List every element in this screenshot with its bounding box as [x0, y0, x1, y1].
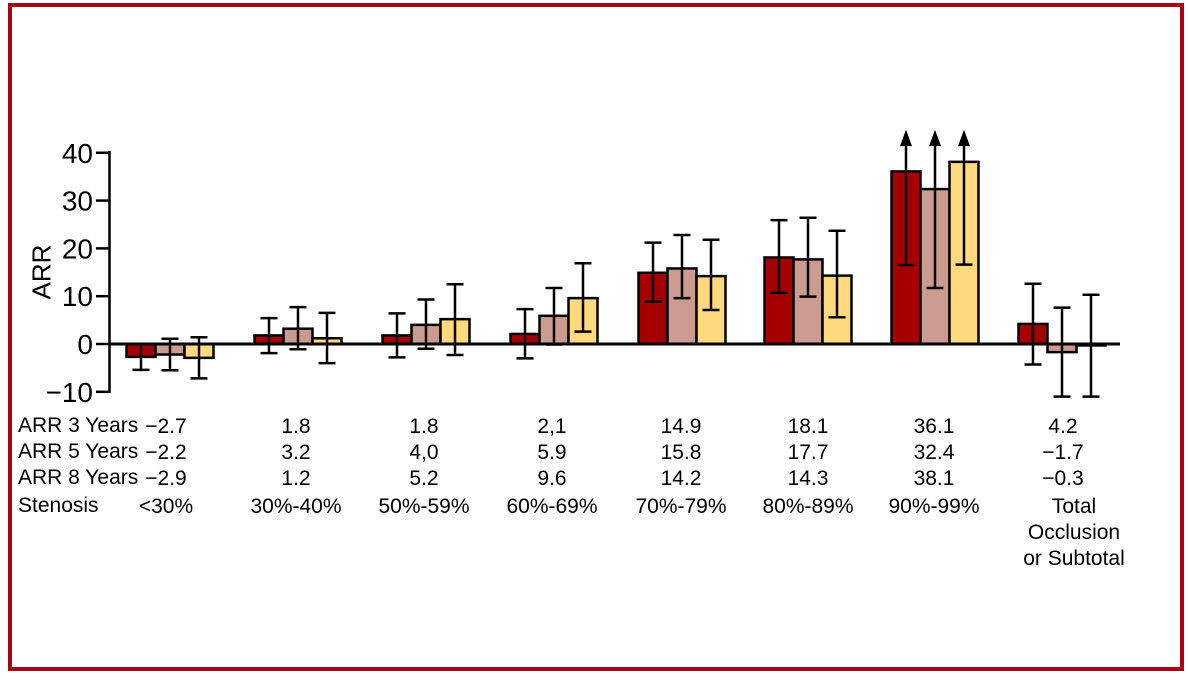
table-cell: −0.3: [1042, 467, 1084, 490]
table-cell: 2,1: [537, 415, 567, 438]
table-cell: 14.2: [660, 467, 702, 490]
y-axis-tick-label: −10: [46, 377, 94, 408]
table-cell: −2.9: [145, 467, 187, 490]
table-cell: <30%: [138, 495, 194, 518]
table-cell: 14.3: [787, 467, 829, 490]
table-cell: 5.9: [537, 441, 567, 464]
table-cell: 17.7: [787, 441, 829, 464]
table-cell: 32.4: [913, 441, 955, 464]
table-cell: 18.1: [787, 415, 829, 438]
table-row-label: ARR 3 Years: [18, 414, 139, 437]
table-cell: 60%-69%: [506, 495, 598, 518]
table-cell: 36.1: [913, 415, 955, 438]
table-cell: 1.8: [409, 415, 439, 438]
overflow-arrow-icon: [958, 129, 970, 147]
table-cell: 50%-59%: [378, 495, 470, 518]
table-cell: −2.7: [145, 415, 187, 438]
table-row-arr-3-years: ARR 3 Years −2.7 1.8 1.8 2,1 14.9 18.1 36.1 4.2: [0, 414, 1188, 440]
table-cell: 1.8: [281, 415, 311, 438]
table-cell: Total Occlusion or Subtotal: [1023, 495, 1125, 570]
y-axis-tick-label: 0: [77, 329, 93, 360]
table-cell: 9.6: [537, 467, 567, 490]
table-cell: 15.8: [660, 441, 702, 464]
table-cell: 38.1: [913, 467, 955, 490]
table-row-arr-8-years: ARR 8 Years −2.9 1.2 5.2 9.6 14.2 14.3 38.1 −0.3: [0, 466, 1188, 492]
table-row-stenosis: Stenosis <30% 30%-40% 50%-59% 60%-69% 70%-79%…: [0, 494, 1188, 570]
overflow-arrow-icon: [900, 129, 912, 147]
table-cell: −2.2: [145, 441, 187, 464]
y-axis-tick-label: 10: [62, 281, 93, 312]
table-cell: 4,0: [409, 441, 439, 464]
table-cell: 5.2: [409, 467, 439, 490]
table-cell: 70%-79%: [635, 495, 727, 518]
table-cell: 90%-99%: [888, 495, 980, 518]
table-cell: 30%-40%: [250, 495, 342, 518]
table-cell: 80%-89%: [762, 495, 854, 518]
table-cell: 3.2: [281, 441, 311, 464]
table-row-label: ARR 8 Years: [18, 466, 139, 489]
table-cell: 14.9: [660, 415, 702, 438]
y-axis-tick-label: 40: [62, 138, 93, 169]
y-axis-tick-label: 30: [62, 186, 93, 217]
table-row-arr-5-years: ARR 5 Years −2.2 3.2 4,0 5.9 15.8 17.7 32.4 −1.7: [0, 440, 1188, 466]
table-cell: −1.7: [1042, 441, 1084, 464]
overflow-arrow-icon: [929, 129, 941, 147]
table-cell: 4.2: [1048, 415, 1078, 438]
table-row-label: ARR 5 Years: [18, 440, 139, 463]
table-cell: 1.2: [281, 467, 311, 490]
table-row-label: Stenosis: [18, 494, 99, 517]
y-axis-tick-label: 20: [62, 233, 93, 264]
